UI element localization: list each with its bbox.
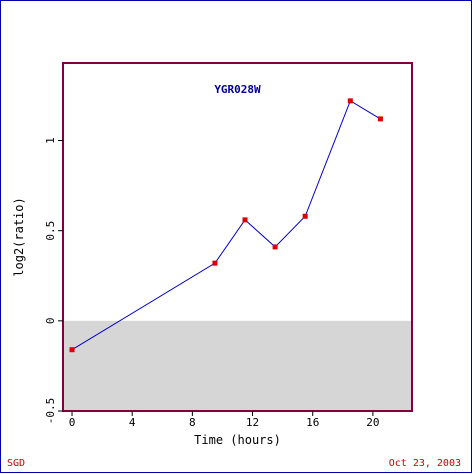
data-point xyxy=(242,217,248,223)
plot-area-border xyxy=(62,62,413,412)
y-tick-label: 0.5 xyxy=(44,221,57,241)
data-point xyxy=(69,347,75,353)
footer-source: SGD xyxy=(7,458,26,469)
footer-date: Oct 23, 2003 xyxy=(388,458,461,469)
y-tick-label: 1 xyxy=(44,137,57,144)
y-tick-label: -0.5 xyxy=(44,398,57,425)
y-axis-label: log2(ratio) xyxy=(12,197,26,276)
data-point xyxy=(302,213,308,219)
x-tick-label: 0 xyxy=(69,416,76,429)
data-point xyxy=(347,98,353,104)
data-point xyxy=(377,116,383,122)
x-axis-label: Time (hours) xyxy=(194,433,281,447)
negative-region-shade xyxy=(63,320,412,411)
chart-title: YGR028W xyxy=(214,83,261,96)
x-tick-label: 8 xyxy=(189,416,196,429)
x-tick-label: 20 xyxy=(366,416,379,429)
data-point xyxy=(212,260,218,266)
x-tick-label: 16 xyxy=(306,416,319,429)
series-line xyxy=(71,100,381,351)
x-tick-label: 12 xyxy=(246,416,259,429)
data-point xyxy=(272,244,278,250)
y-tick-label: 0 xyxy=(44,318,57,325)
x-tick-label: 4 xyxy=(129,416,136,429)
